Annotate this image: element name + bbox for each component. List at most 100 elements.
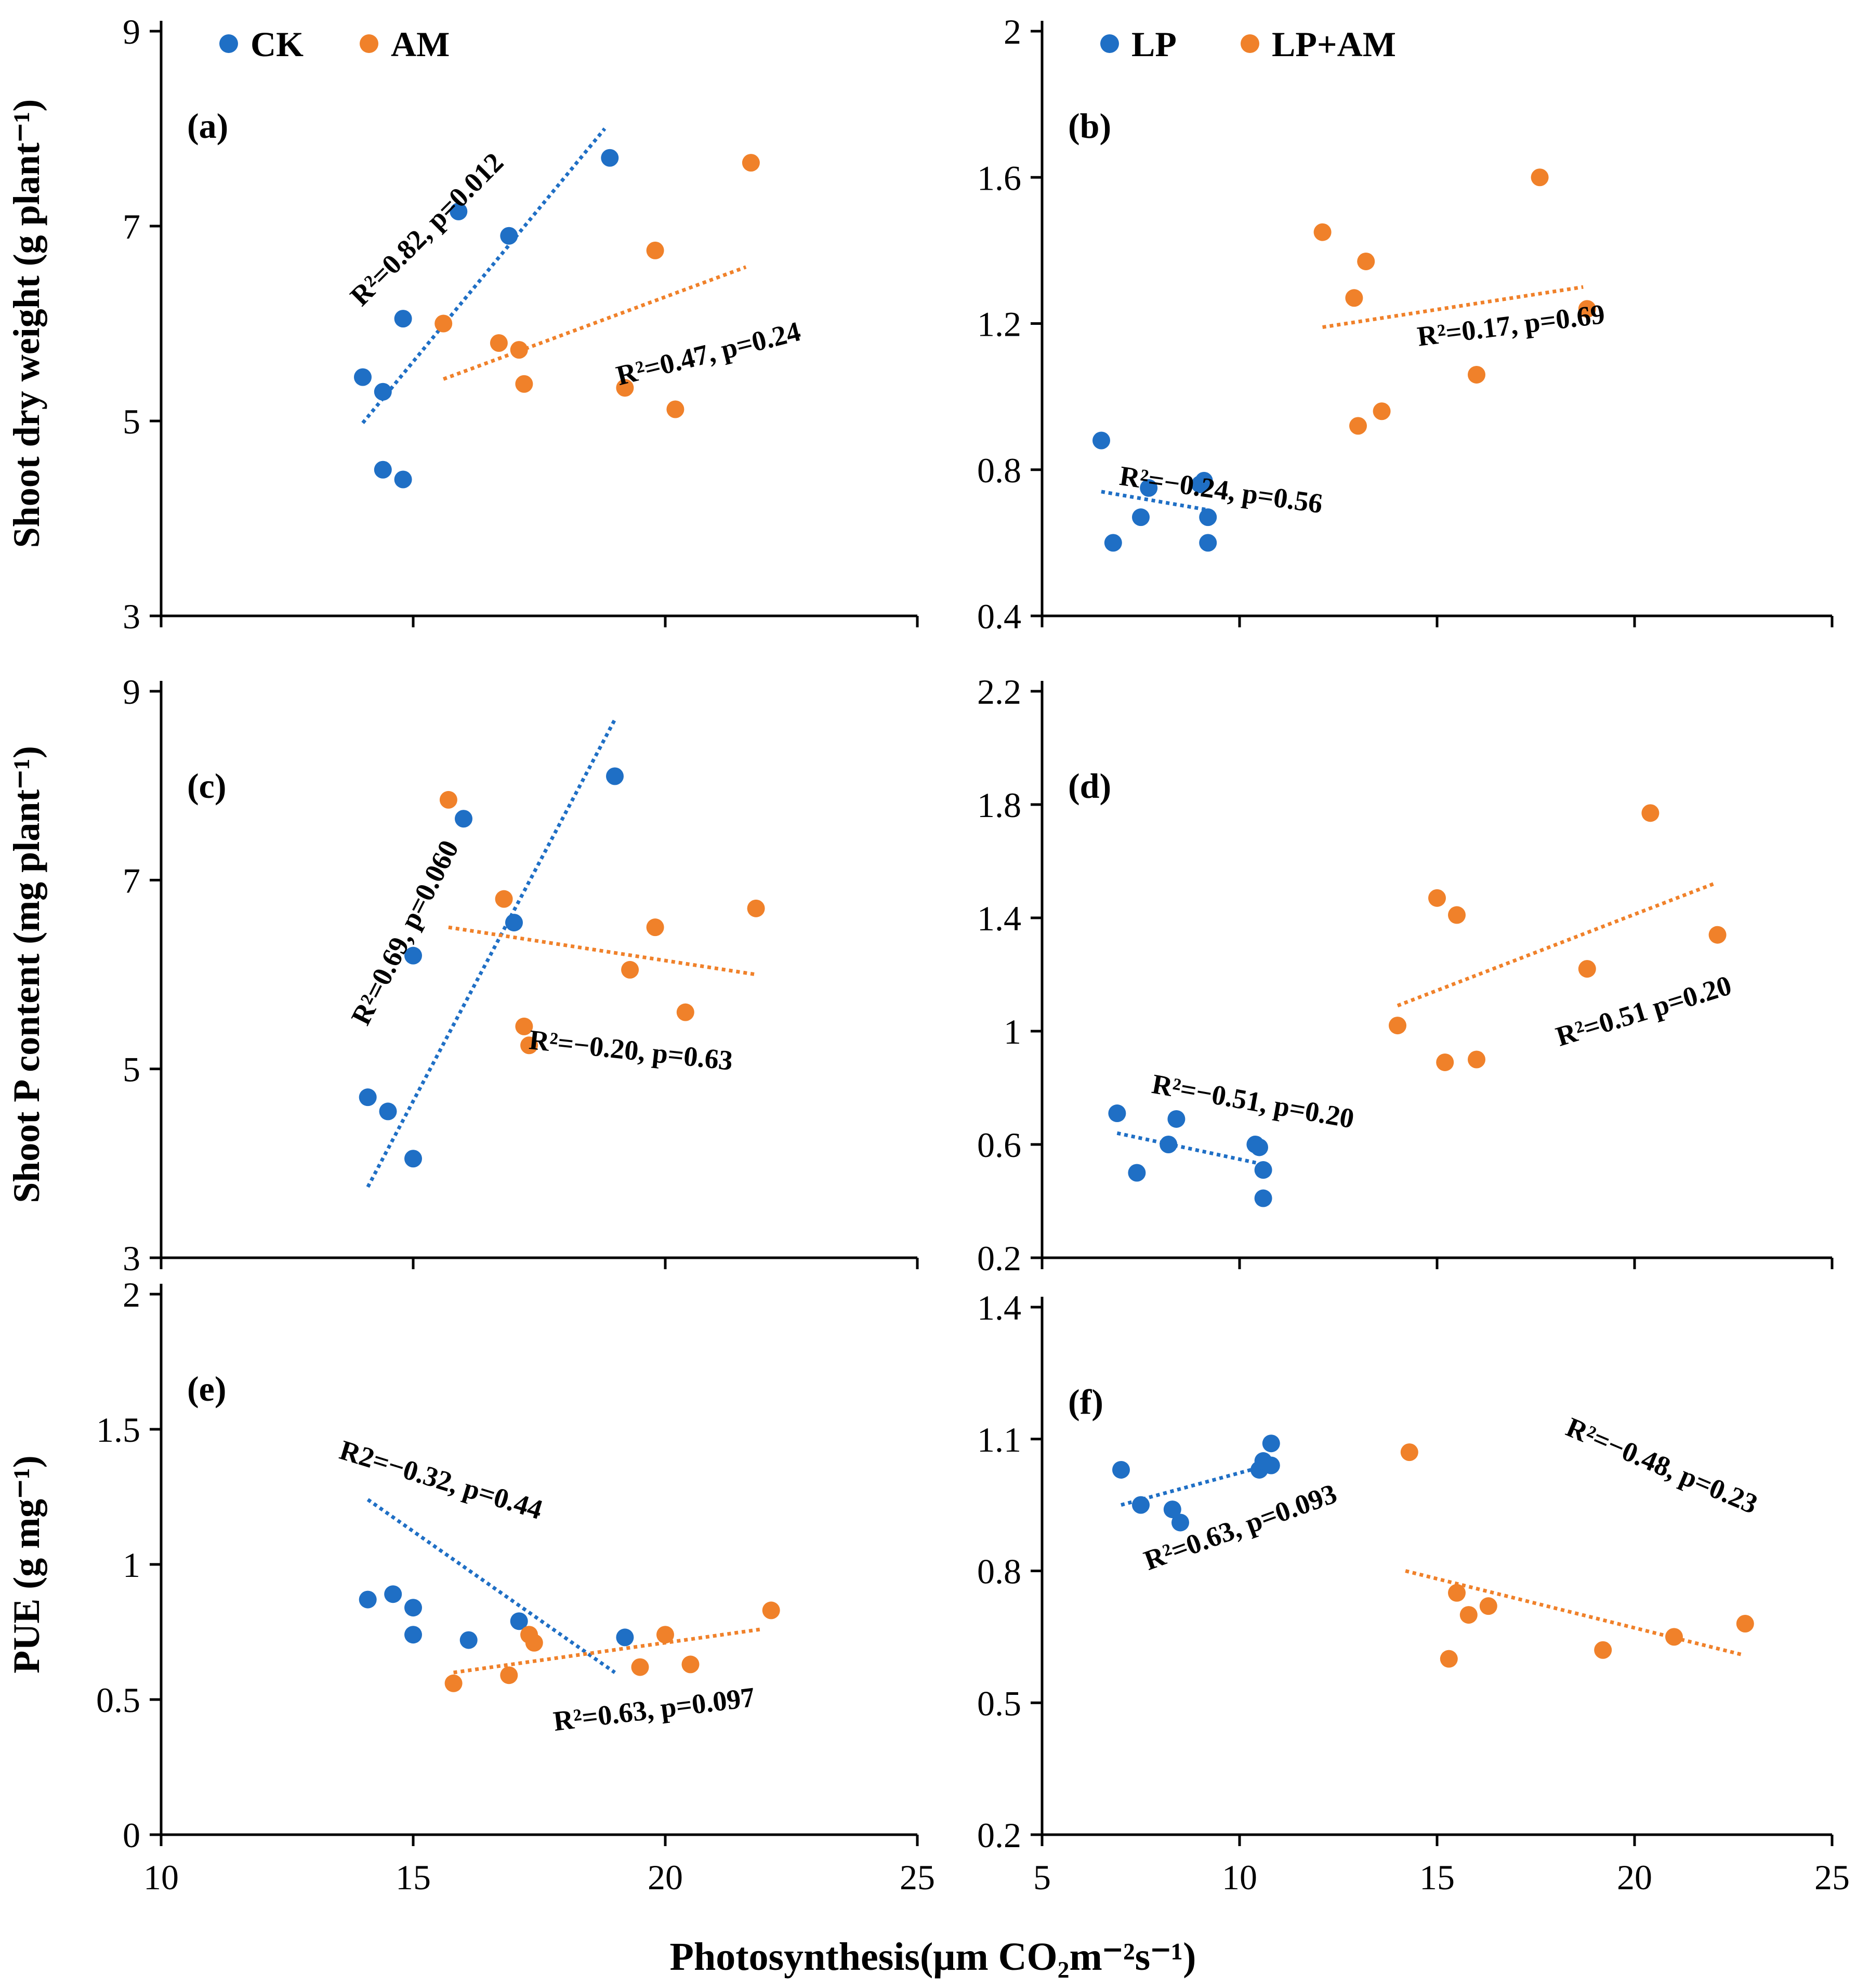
data-point	[656, 1626, 674, 1644]
fit-annotation: R²=0.63, p=0.097	[551, 1681, 756, 1737]
panel-label: (d)	[1068, 766, 1111, 806]
data-point	[459, 1631, 478, 1649]
data-point	[1167, 1110, 1186, 1128]
data-point	[1199, 508, 1217, 526]
data-point	[439, 791, 457, 809]
data-point	[1112, 1460, 1130, 1479]
data-point	[631, 1658, 649, 1676]
trend-line	[442, 265, 747, 381]
chart-panel-d: 0.2 0.6 1 1.4 1.8 2.2 (d) R²=−0.51, p=0.20 R²=0.…	[977, 672, 1834, 1278]
y-tick-label: 0	[123, 1815, 140, 1855]
data-point	[1171, 1513, 1189, 1532]
data-point	[1262, 1456, 1280, 1474]
data-point	[505, 914, 523, 932]
legend-label-2: AM	[391, 24, 450, 64]
data-point	[354, 368, 372, 386]
x-tick-label: 5	[1033, 1858, 1051, 1897]
fit-annotation: R²=0.69, p=0.060	[345, 835, 465, 1030]
chart-panel-c: 3 5 7 9 (c) Shoot P content (mg plant⁻¹) R²=0.…	[6, 672, 919, 1278]
series-2: R²=0.63, p=0.097	[444, 1601, 780, 1737]
trend-line	[366, 718, 617, 1188]
data-point	[404, 1599, 422, 1617]
fit-annotation: R2=−0.32, p=0.44	[336, 1434, 546, 1525]
legend-marker-2	[360, 34, 378, 53]
data-point	[404, 1626, 422, 1644]
data-point	[520, 1036, 538, 1055]
y-tick-label: 3	[123, 597, 140, 636]
data-point	[1594, 1641, 1612, 1659]
data-point	[1250, 1138, 1268, 1156]
data-point	[525, 1634, 543, 1652]
data-point	[747, 899, 765, 917]
data-point	[1199, 534, 1217, 552]
fit-annotation: R²=0.63, p=0.093	[1140, 1478, 1341, 1576]
data-point	[1428, 889, 1446, 907]
series-1: R²=−0.51, p=0.20	[1108, 1068, 1357, 1207]
y-tick-label: 1.1	[977, 1420, 1021, 1459]
data-point	[1108, 1104, 1126, 1123]
data-point	[1468, 1050, 1485, 1069]
y-tick-label: 2	[1004, 12, 1021, 51]
data-point	[1104, 534, 1122, 552]
data-point	[374, 383, 392, 401]
y-tick-label: 5	[123, 1050, 140, 1089]
y-tick-label: 1.4	[977, 899, 1021, 938]
fit-annotation: R²=−0.24, p=0.56	[1117, 460, 1324, 519]
fit-annotation: R²=0.47, p=0.24	[613, 315, 804, 391]
data-point	[1132, 508, 1150, 526]
data-point	[1389, 1017, 1406, 1035]
data-point	[1468, 365, 1485, 384]
series-2: R²=−0.48, p=0.23	[1400, 1411, 1762, 1668]
trend-line	[453, 1627, 761, 1675]
legend-label-2: LP+AM	[1272, 24, 1396, 64]
data-point	[1357, 252, 1375, 270]
y-axis-label: Shoot dry weight (g plant⁻¹)	[6, 99, 47, 548]
data-point	[1400, 1443, 1418, 1462]
data-point	[500, 1666, 518, 1684]
series-1: R2=−0.32, p=0.44	[336, 1434, 634, 1674]
data-point	[1665, 1628, 1683, 1646]
x-tick-label: 15	[396, 1858, 431, 1897]
data-point	[455, 810, 472, 828]
y-tick-label: 1.4	[977, 1288, 1021, 1327]
x-tick-label: 10	[1222, 1858, 1257, 1897]
data-point	[510, 1612, 528, 1630]
data-point	[1132, 1496, 1150, 1514]
data-point	[646, 918, 664, 937]
series-1: R²=0.63, p=0.093	[1112, 1434, 1341, 1576]
legend-label-1: CK	[251, 24, 304, 64]
trend-line	[1322, 285, 1584, 329]
legend-marker-1	[219, 34, 238, 53]
data-point	[676, 1003, 694, 1021]
chart-panel-e: 0 0.5 1 1.5 2 10 15 20 25 (e) PUE (g mg⁻¹) R2=−0.32…	[6, 1275, 935, 1897]
fit-annotation: R²=−0.20, p=0.63	[528, 1024, 734, 1076]
data-point	[1262, 1434, 1280, 1453]
x-tick-label: 20	[648, 1858, 683, 1897]
y-tick-label: 2.2	[977, 672, 1021, 712]
data-point	[404, 1150, 422, 1168]
trend-line	[1397, 882, 1715, 1008]
y-tick-label: 0.5	[96, 1680, 140, 1720]
y-tick-label: 0.4	[977, 597, 1021, 636]
chart-panel-f: 0.2 0.5 0.8 1.1 1.4 5 10 15 20 25 (f) R²=0.63, p=0.…	[977, 1288, 1850, 1897]
panel-label: (b)	[1068, 106, 1111, 146]
chart-panel-a: 3 5 7 9 (a) Shoot dry weight (g plant⁻¹) CK AM R…	[6, 12, 919, 636]
data-point	[1313, 223, 1332, 241]
series-1: R²=−0.24, p=0.56	[1092, 431, 1325, 552]
y-tick-label: 1.5	[96, 1410, 140, 1450]
data-point	[1641, 804, 1660, 822]
panel-label: (a)	[187, 106, 228, 146]
data-point	[1349, 417, 1367, 435]
series-2: R²=0.51 p=0.20	[1389, 804, 1735, 1071]
data-point	[1195, 471, 1213, 490]
y-tick-label: 7	[123, 207, 140, 246]
data-point	[450, 202, 468, 220]
y-tick-label: 1	[123, 1545, 140, 1585]
data-point	[1440, 1650, 1458, 1668]
data-point	[1578, 960, 1596, 978]
trend-line	[361, 127, 607, 424]
data-point	[379, 1102, 397, 1121]
data-point	[1531, 168, 1549, 187]
data-point	[762, 1601, 780, 1620]
